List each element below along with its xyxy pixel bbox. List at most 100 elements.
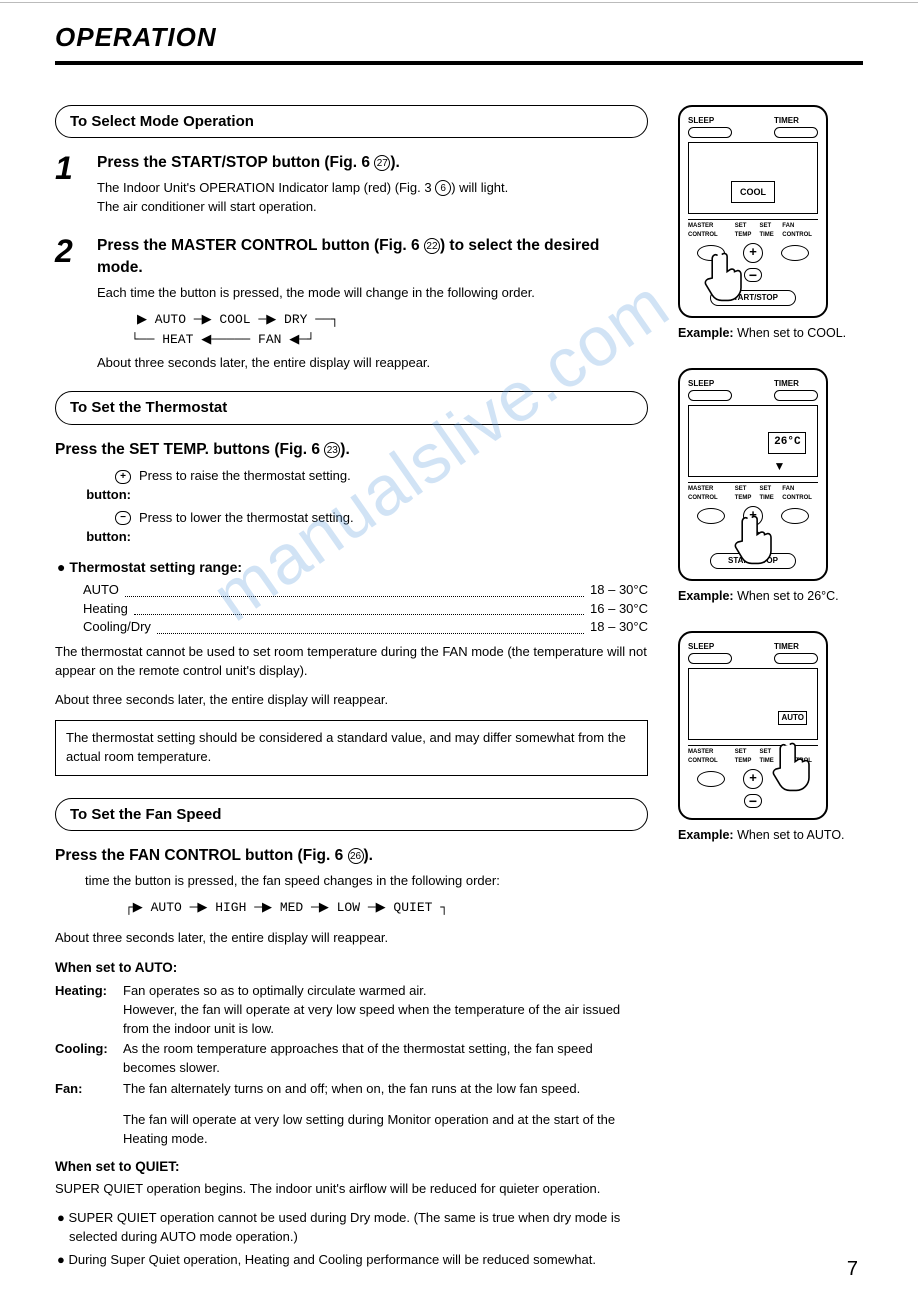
quiet-subhead: When set to QUIET: [55,1157,648,1177]
left-column: To Select Mode Operation 1 Press the STA… [55,105,648,1274]
page-title: OPERATION [55,19,863,65]
step2-line2: About three seconds later, the entire di… [97,354,648,373]
timer-label-1: TIMER [774,116,799,125]
timer-label-2: TIMER [774,379,799,388]
lcd-2: 26°C ▼ [688,405,818,477]
sleep-label-3: SLEEP [688,642,714,651]
step1-line2: The air conditioner will start operation… [97,198,508,217]
step-1-heading: Press the START/STOP button (Fig. 6 27). [97,152,508,174]
fan-key: Fan: [55,1080,117,1099]
down-arrow-icon: ▼ [773,458,785,475]
ref-26: 26 [348,848,364,864]
range-heating: Heating 16 – 30°C [83,600,648,619]
ex2-b: Example: [678,589,734,603]
lcd-temp: 26°C [768,432,806,454]
timer-label-3: TIMER [774,642,799,651]
step2-head-a: Press the MASTER CONTROL button (Fig. 6 [97,237,424,254]
auto-subhead: When set to AUTO: [55,958,648,978]
mode-cycle-diagram: ▶ AUTO ─▶ COOL ─▶ DRY ──┐ └── HEAT ◀────… [97,302,648,354]
cooling-key: Cooling: [55,1040,117,1078]
temp-buttons-desc: + button: Press to raise the thermostat … [73,467,648,546]
step-2-heading: Press the MASTER CONTROL button (Fig. 6 … [97,235,648,280]
lbl-fanctrl-2: FAN CONTROL [782,485,818,502]
r2-name: Heating [83,600,128,619]
lcd-1: COOL [688,142,818,214]
hand-icon-1 [698,246,752,310]
ref-22: 22 [424,238,440,254]
auto-heating-def: Heating: Fan operates so as to optimally… [55,982,648,1149]
thermo-heading: Press the SET TEMP. buttons (Fig. 6 23). [55,439,648,461]
lbl-fanctrl-1: FAN CONTROL [782,222,818,239]
monitor-note: The fan will operate at very low setting… [123,1111,648,1149]
minus-desc: Press to lower the thermostat setting. [139,509,648,547]
range-cooling: Cooling/Dry 18 – 30°C [83,618,648,637]
caption-3: Example: When set to AUTO. [678,826,863,844]
page-number: 7 [847,1255,858,1284]
th-head-b: ). [340,441,349,458]
ex3-b: Example: [678,828,734,842]
plus-desc: Press to raise the thermostat setting. [139,467,648,505]
quiet-bullet-1: SUPER QUIET operation cannot be used dur… [69,1209,648,1247]
remote-illustration-cool: SLEEP TIMER COOL MASTER CONTROLSET TEMPSE… [678,105,828,318]
ref-23: 23 [324,442,340,458]
heating-val: Fan operates so as to optimally circulat… [123,982,648,1039]
ref-27: 27 [374,155,390,171]
quiet-bullet-2: During Super Quiet operation, Heating an… [69,1251,648,1270]
fan-heading: Press the FAN CONTROL button (Fig. 6 26)… [55,845,648,867]
caption-2: Example: When set to 26°C. [678,587,863,605]
sleep-label-1: SLEEP [688,116,714,125]
fan-mode-note: The thermostat cannot be used to set roo… [55,643,648,681]
lbl-settime-1: SET TIME [759,222,782,239]
r1-val: 18 – 30°C [590,581,648,600]
step-2-number: 2 [55,235,83,373]
r3-name: Cooling/Dry [83,618,151,637]
range-heading: Thermostat setting range: [57,557,648,577]
heat-v2: However, the fan will operate at very lo… [123,1002,620,1036]
lbl-settemp-3: SET TEMP [735,748,760,765]
ex2-txt: When set to 26°C. [734,589,839,603]
lbl-master-1: MASTER CONTROL [688,222,735,239]
lcd-auto-badge: AUTO [778,711,807,725]
step1-l1a: The Indoor Unit's OPERATION Indicator la… [97,180,435,195]
r2-val: 16 – 30°C [590,600,648,619]
fan-head-a: Press the FAN CONTROL button (Fig. 6 [55,847,348,864]
th-head-a: Press the SET TEMP. buttons (Fig. 6 [55,441,324,458]
ex1-txt: When set to COOL. [734,326,847,340]
sleep-label-2: SLEEP [688,379,714,388]
plus-button-label: + button: [73,467,131,505]
r3-val: 18 – 30°C [590,618,648,637]
minus-button-label: − button: [73,509,131,547]
lbl-settemp-1: SET TEMP [735,222,760,239]
step-1-number: 1 [55,152,83,216]
step-1: 1 Press the START/STOP button (Fig. 6 27… [55,152,648,216]
fan-reappear: About three seconds later, the entire di… [55,929,648,948]
plus-icon: + [115,470,131,484]
thermo-note-box: The thermostat setting should be conside… [55,720,648,776]
step2-line1: Each time the button is pressed, the mod… [97,284,648,303]
fan-val: The fan alternately turns on and off; wh… [123,1080,648,1099]
section-fan-pill: To Set the Fan Speed [55,798,648,832]
ex1-b: Example: [678,326,734,340]
heating-key: Heating: [55,982,117,1039]
quiet-line1: SUPER QUIET operation begins. The indoor… [55,1180,648,1199]
content-columns: To Select Mode Operation 1 Press the STA… [55,105,863,1274]
lcd-3: AUTO [688,668,818,740]
hand-icon-3 [766,736,820,800]
minus-icon: − [115,511,131,525]
r1-name: AUTO [83,581,119,600]
lbl-settime-2: SET TIME [759,485,782,502]
fan-line1: time the button is pressed, the fan spee… [85,872,648,891]
ex3-txt: When set to AUTO. [734,828,845,842]
heat-v1: Fan operates so as to optimally circulat… [123,983,426,998]
minus-bold: button: [86,529,131,544]
remote-illustration-auto: SLEEPTIMER AUTO MASTER CONTROLSET TEMPSE… [678,631,828,820]
section-thermostat-pill: To Set the Thermostat [55,391,648,425]
ref-6: 6 [435,180,451,196]
cooling-val: As the room temperature approaches that … [123,1040,648,1078]
step1-l1b: ) will light. [451,180,508,195]
lcd-cool: COOL [731,181,775,203]
lbl-master-2: MASTER CONTROL [688,485,735,502]
top-rule [0,2,918,3]
fan-cycle-diagram: ┌▶ AUTO ─▶ HIGH ─▶ MED ─▶ LOW ─▶ QUIET ┐ [55,891,648,922]
lbl-master-3: MASTER CONTROL [688,748,735,765]
